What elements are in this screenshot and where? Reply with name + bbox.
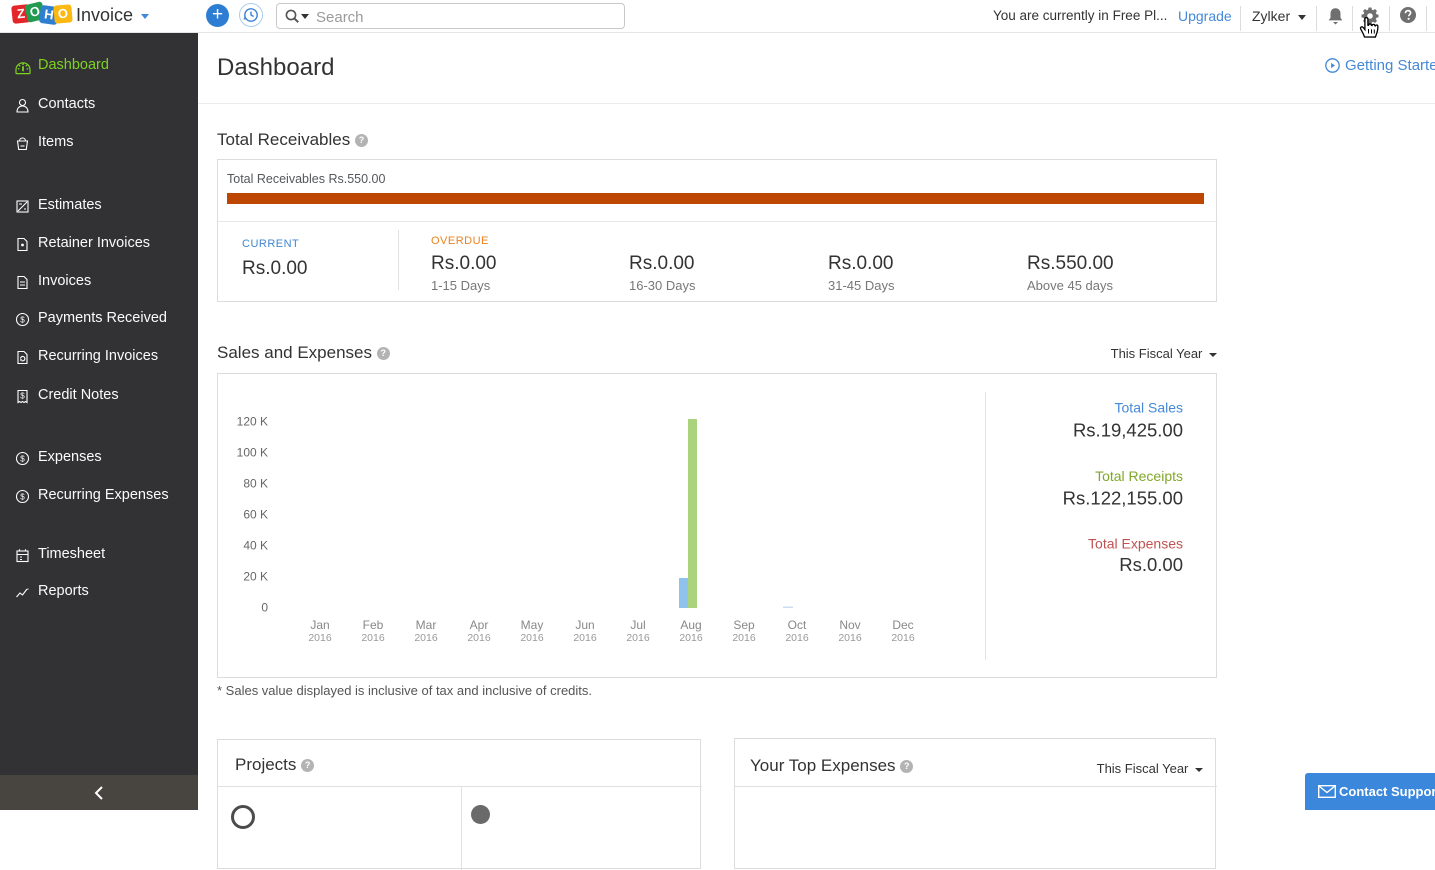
svg-text:Oct: Oct bbox=[788, 618, 807, 632]
svg-text:Rs.19,425.00: Rs.19,425.00 bbox=[1073, 420, 1183, 441]
svg-text:Jul: Jul bbox=[630, 618, 645, 632]
svg-text:20 K: 20 K bbox=[243, 570, 268, 584]
svg-text:Dec: Dec bbox=[892, 618, 913, 632]
svg-text:2016: 2016 bbox=[520, 632, 544, 644]
svg-text:2016: 2016 bbox=[838, 632, 862, 644]
svg-text:May: May bbox=[521, 618, 544, 632]
svg-text:Jan: Jan bbox=[310, 618, 329, 632]
svg-text:$: $ bbox=[20, 316, 25, 325]
svg-text:Rs.122,155.00: Rs.122,155.00 bbox=[1063, 488, 1183, 509]
svg-text:2016: 2016 bbox=[467, 632, 491, 644]
svg-text:60 K: 60 K bbox=[243, 508, 268, 522]
svg-text:Total Receipts: Total Receipts bbox=[1095, 468, 1183, 484]
svg-text:$: $ bbox=[20, 455, 25, 464]
svg-text:0: 0 bbox=[261, 601, 268, 615]
svg-text:2016: 2016 bbox=[732, 632, 756, 644]
svg-text:$: $ bbox=[20, 493, 25, 502]
svg-text:Jun: Jun bbox=[575, 618, 594, 632]
svg-text:Sep: Sep bbox=[733, 618, 755, 632]
svg-text:2016: 2016 bbox=[308, 632, 332, 644]
svg-text:40 K: 40 K bbox=[243, 539, 268, 553]
svg-text:80 K: 80 K bbox=[243, 477, 268, 491]
svg-text:100 K: 100 K bbox=[237, 446, 268, 460]
svg-text:Rs.0.00: Rs.0.00 bbox=[1119, 554, 1183, 575]
svg-text:2016: 2016 bbox=[573, 632, 597, 644]
svg-text:120 K: 120 K bbox=[237, 415, 268, 429]
svg-text:2016: 2016 bbox=[414, 632, 438, 644]
svg-text:2016: 2016 bbox=[679, 632, 703, 644]
svg-text:2016: 2016 bbox=[785, 632, 809, 644]
svg-text:Mar: Mar bbox=[416, 618, 437, 632]
svg-text:Aug: Aug bbox=[680, 618, 701, 632]
svg-text:Feb: Feb bbox=[363, 618, 384, 632]
svg-text:$: $ bbox=[20, 392, 25, 401]
svg-text:Nov: Nov bbox=[839, 618, 860, 632]
svg-text:2016: 2016 bbox=[361, 632, 385, 644]
svg-text:2016: 2016 bbox=[626, 632, 650, 644]
svg-text:Total Expenses: Total Expenses bbox=[1088, 536, 1183, 552]
svg-text:Apr: Apr bbox=[470, 618, 489, 632]
svg-text:Total Sales: Total Sales bbox=[1115, 400, 1183, 416]
svg-text:2016: 2016 bbox=[891, 632, 915, 644]
